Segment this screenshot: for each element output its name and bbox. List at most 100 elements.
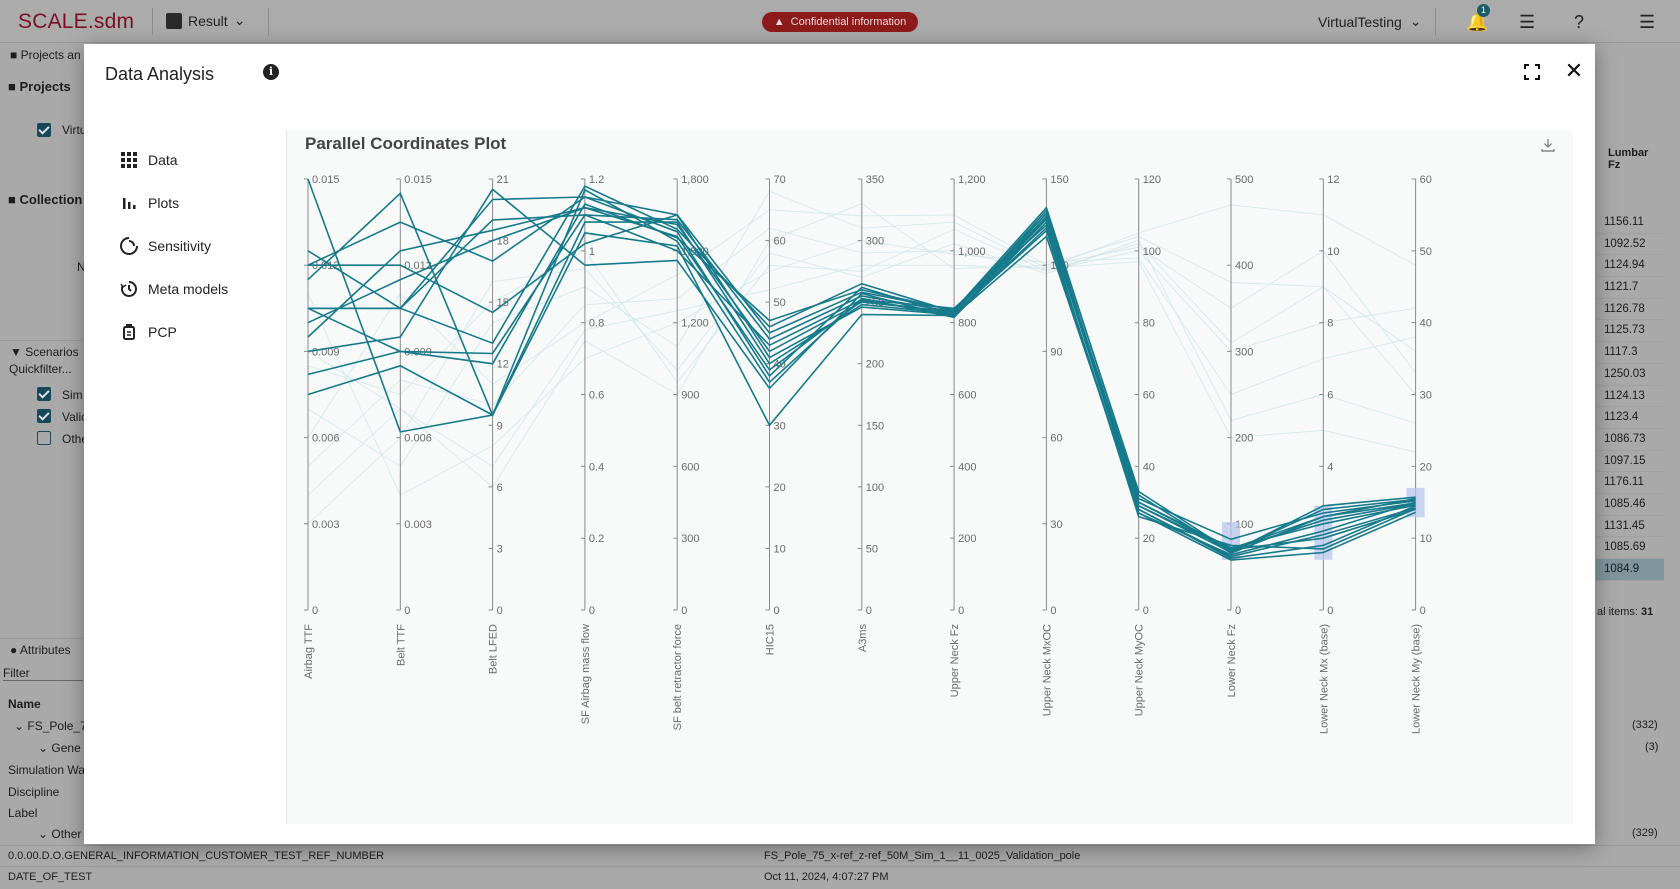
attribute-name-cell[interactable]: DATE_OF_TEST xyxy=(8,871,93,883)
attribute-name-cell[interactable]: 0.0.00.D.O.GENERAL_INFORMATION_CUSTOMER_… xyxy=(8,850,385,862)
nav-item-data[interactable]: Data xyxy=(120,138,280,181)
scenario-checkbox[interactable] xyxy=(37,409,51,423)
pcp-tick-label: 10 xyxy=(774,543,786,555)
attribute-value-cell[interactable]: FS_Pole_75_x-ref_z-ref_50M_Sim_1__11_002… xyxy=(764,850,1081,862)
grid-cell[interactable]: 1125.73 xyxy=(1596,320,1664,343)
pcp-axis-name[interactable]: SF Airbag mass flow xyxy=(580,624,592,724)
pcp-highlighted-line[interactable] xyxy=(307,213,1416,550)
pcp-highlighted-line[interactable] xyxy=(308,213,1416,561)
grid-cell[interactable]: 1131.45 xyxy=(1596,516,1664,538)
grid-cell[interactable]: 1084.9 xyxy=(1596,559,1664,581)
nav-item-plots[interactable]: Plots xyxy=(120,181,280,224)
nav-item-sensitivity[interactable]: Sensitivity xyxy=(120,224,280,267)
grid-cell[interactable]: 1124.13 xyxy=(1596,386,1664,408)
scenario-checkbox[interactable] xyxy=(37,431,51,445)
name-column-header[interactable]: Name xyxy=(8,697,41,711)
result-menu-button[interactable]: Result ⌄ xyxy=(166,12,245,29)
tree-node[interactable]: ⌄ Other xyxy=(38,827,82,841)
pcp-axis-name[interactable]: Upper Neck Fz xyxy=(949,624,961,697)
tree-node[interactable]: ⌄ Gene xyxy=(38,741,81,755)
quickfilter-input[interactable]: Quickfilter... xyxy=(9,362,72,376)
attributes-filter-input[interactable]: Filter xyxy=(3,666,83,681)
grid-cell[interactable]: 1085.69 xyxy=(1596,537,1664,559)
pcp-axis-name[interactable]: Belt LFED xyxy=(488,624,500,674)
pcp-axis-name[interactable]: Belt TTF xyxy=(395,624,407,666)
tree-node[interactable]: ⌄ FS_Pole_75 xyxy=(14,719,94,733)
pcp-tick-label: 21 xyxy=(497,174,509,186)
pcp-highlighted-line[interactable] xyxy=(307,178,1416,551)
pcp-highlighted-line[interactable] xyxy=(307,188,1416,550)
right-column-header[interactable]: Lumbar Fz xyxy=(1608,147,1648,171)
grid-cell[interactable]: 1176.11 xyxy=(1596,472,1664,494)
pcp-axis-name[interactable]: A3ms xyxy=(857,624,869,653)
scenario-label[interactable]: Othe xyxy=(62,432,89,446)
grid-cell[interactable]: 1124.94 xyxy=(1596,255,1664,278)
grid-cell[interactable]: 1085.46 xyxy=(1596,494,1664,516)
project-item[interactable]: Virtu xyxy=(62,123,87,137)
notification-count: 1 xyxy=(1477,4,1490,17)
pcp-highlighted-line[interactable] xyxy=(307,196,1416,554)
scenario-label[interactable]: Sim xyxy=(62,388,83,402)
grid-cell[interactable]: 1121.7 xyxy=(1596,277,1664,299)
nav-item-meta-models[interactable]: Meta models xyxy=(120,267,280,310)
total-items: al items: 31 xyxy=(1597,606,1653,618)
tree-row[interactable]: Discipline xyxy=(8,785,60,799)
bell-icon[interactable]: 🔔 xyxy=(1466,12,1489,32)
pcp-tick-label: 50 xyxy=(866,543,878,555)
chevron-down-icon: ⌄ xyxy=(233,12,246,28)
pcp-highlighted-line[interactable] xyxy=(307,206,1416,541)
app-logo[interactable]: SCALE.sdm xyxy=(18,10,135,33)
tree-node-label: Other xyxy=(51,827,82,841)
tree-row[interactable]: Simulation Wal xyxy=(8,763,88,777)
tree-row[interactable]: Label xyxy=(8,806,38,820)
grid-cell[interactable]: 1097.15 xyxy=(1596,451,1664,473)
pcp-tick-label: 0.006 xyxy=(404,433,432,445)
info-icon[interactable]: i xyxy=(263,64,279,80)
scenarios-header: ▼ Scenarios xyxy=(10,345,79,359)
help-icon[interactable]: ? xyxy=(1574,12,1585,32)
grid-cell[interactable]: 1156.11 xyxy=(1596,212,1664,234)
grid-cell[interactable]: 1250.03 xyxy=(1596,364,1664,386)
pcp-tick-label: 200 xyxy=(866,359,884,371)
nav-item-label: Sensitivity xyxy=(148,237,212,254)
attribute-value-cell[interactable]: Oct 11, 2024, 4:07:27 PM xyxy=(764,871,889,883)
pcp-axis-name[interactable]: Upper Neck MxOC xyxy=(1041,624,1053,716)
task-list-icon[interactable]: ☰ xyxy=(1519,12,1536,32)
pcp-tick-label: 150 xyxy=(866,420,884,432)
pcp-axis-name[interactable]: Lower Neck My (base) xyxy=(1411,624,1423,734)
grid-cell[interactable]: 1126.78 xyxy=(1596,299,1664,321)
pcp-highlighted-line[interactable] xyxy=(307,196,1416,558)
pcp-axis-name[interactable]: Upper Neck MyOC xyxy=(1134,624,1146,716)
pcp-highlighted-line[interactable] xyxy=(307,206,1416,549)
pcp-tick-label: 10 xyxy=(1327,246,1339,258)
scenario-label[interactable]: Valic xyxy=(62,410,88,424)
pcp-tick-label: 120 xyxy=(1143,174,1161,186)
close-icon[interactable]: ✕ xyxy=(1564,58,1584,83)
grid-icon xyxy=(121,151,137,168)
result-icon xyxy=(166,12,182,29)
filter-icon: ▼ xyxy=(10,345,22,359)
user-menu-button[interactable]: VirtualTesting ⌄ xyxy=(1318,13,1422,30)
pcp-tick-label: 0.015 xyxy=(312,174,340,186)
grid-cell[interactable]: 1117.3 xyxy=(1596,342,1664,364)
pcp-axis-name[interactable]: Lower Neck Fz xyxy=(1226,624,1238,697)
grid-cell[interactable]: 1123.4 xyxy=(1596,407,1664,429)
grid-cell[interactable]: 1086.73 xyxy=(1596,429,1664,451)
pcp-axis-name[interactable]: Airbag TTF xyxy=(303,624,315,679)
pcp-tick-label: 600 xyxy=(958,390,976,402)
download-icon[interactable] xyxy=(1540,137,1556,153)
pcp-axis-name[interactable]: Lower Neck Mx (base) xyxy=(1318,624,1330,734)
main-menu-icon[interactable]: ☰ xyxy=(1639,12,1656,32)
pcp-axis-name[interactable]: SF belt retractor force xyxy=(672,624,684,730)
pcp-tick-label: 600 xyxy=(681,461,699,473)
grid-cell[interactable]: 1092.52 xyxy=(1596,234,1664,256)
pcp-tick-label: 0.006 xyxy=(312,433,340,445)
project-checkbox[interactable] xyxy=(37,123,51,137)
pcp-highlighted-line[interactable] xyxy=(307,203,1416,554)
nav-item-pcp[interactable]: PCP xyxy=(120,310,280,353)
pcp-axis-name[interactable]: HIC15 xyxy=(765,624,777,655)
fullscreen-icon[interactable] xyxy=(1524,64,1540,80)
total-items-count: 31 xyxy=(1641,606,1654,618)
scenario-checkbox[interactable] xyxy=(37,387,51,401)
